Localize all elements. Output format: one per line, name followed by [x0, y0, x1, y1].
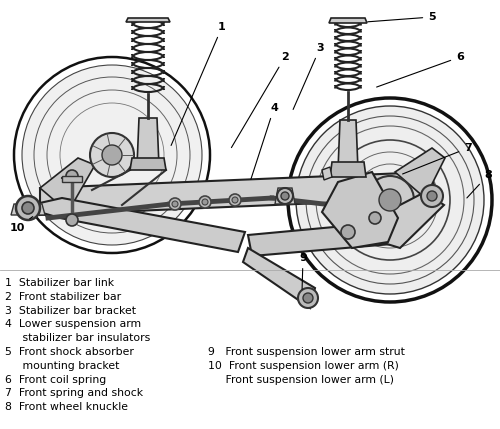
Polygon shape [395, 148, 445, 198]
Text: 8  Front wheel knuckle: 8 Front wheel knuckle [5, 402, 128, 412]
Circle shape [169, 198, 181, 210]
Circle shape [421, 185, 443, 207]
Polygon shape [330, 162, 366, 177]
Circle shape [16, 196, 40, 220]
Text: 6: 6 [376, 52, 464, 87]
Text: 4  Lower suspension arm: 4 Lower suspension arm [5, 320, 141, 329]
Text: 9   Front suspension lower arm strut: 9 Front suspension lower arm strut [208, 347, 405, 357]
Text: 9: 9 [299, 253, 307, 289]
Circle shape [202, 199, 208, 205]
Text: 1  Stabilizer bar link: 1 Stabilizer bar link [5, 278, 114, 288]
Text: 2  Front stabilizer bar: 2 Front stabilizer bar [5, 292, 121, 302]
Circle shape [199, 196, 211, 208]
Circle shape [427, 191, 437, 201]
Circle shape [66, 170, 78, 182]
Polygon shape [243, 248, 315, 308]
Circle shape [341, 225, 355, 239]
Text: 3  Stabilizer bar bracket: 3 Stabilizer bar bracket [5, 305, 136, 316]
Polygon shape [338, 120, 358, 170]
Text: stabilizer bar insulators: stabilizer bar insulators [5, 333, 150, 343]
Text: mounting bracket: mounting bracket [5, 361, 119, 371]
Circle shape [277, 188, 293, 204]
Text: 6  Front coil spring: 6 Front coil spring [5, 375, 106, 385]
Text: 5  Front shock absorber: 5 Front shock absorber [5, 347, 134, 357]
Polygon shape [22, 198, 245, 252]
Circle shape [229, 194, 241, 206]
Circle shape [22, 202, 34, 214]
Text: 1: 1 [171, 22, 226, 145]
Polygon shape [348, 192, 444, 248]
Circle shape [90, 133, 134, 177]
Text: 8: 8 [467, 170, 492, 198]
Polygon shape [11, 204, 45, 215]
Text: 3: 3 [293, 43, 324, 109]
Circle shape [379, 189, 401, 211]
Circle shape [303, 293, 313, 303]
Polygon shape [329, 18, 367, 23]
Polygon shape [137, 118, 159, 166]
Text: 2: 2 [232, 52, 289, 148]
Polygon shape [322, 167, 332, 180]
Polygon shape [126, 18, 170, 22]
Polygon shape [322, 172, 398, 248]
Text: 7: 7 [402, 143, 472, 174]
Polygon shape [40, 172, 438, 215]
Polygon shape [130, 158, 166, 170]
Circle shape [281, 192, 289, 200]
Circle shape [232, 197, 238, 203]
Text: 7  Front spring and shock: 7 Front spring and shock [5, 388, 143, 399]
Polygon shape [62, 176, 82, 182]
Polygon shape [248, 222, 392, 256]
Polygon shape [275, 188, 295, 204]
Circle shape [296, 106, 484, 294]
Circle shape [22, 65, 202, 245]
Polygon shape [40, 158, 95, 212]
Circle shape [369, 212, 381, 224]
Text: 4: 4 [251, 103, 278, 179]
Circle shape [366, 176, 414, 224]
Text: 10: 10 [10, 217, 32, 233]
Text: 5: 5 [368, 12, 436, 22]
Text: Front suspension lower arm (L): Front suspension lower arm (L) [208, 375, 394, 385]
Text: 10  Front suspension lower arm (R): 10 Front suspension lower arm (R) [208, 361, 399, 371]
Circle shape [172, 201, 178, 207]
Circle shape [66, 214, 78, 226]
Circle shape [298, 288, 318, 308]
Circle shape [102, 145, 122, 165]
